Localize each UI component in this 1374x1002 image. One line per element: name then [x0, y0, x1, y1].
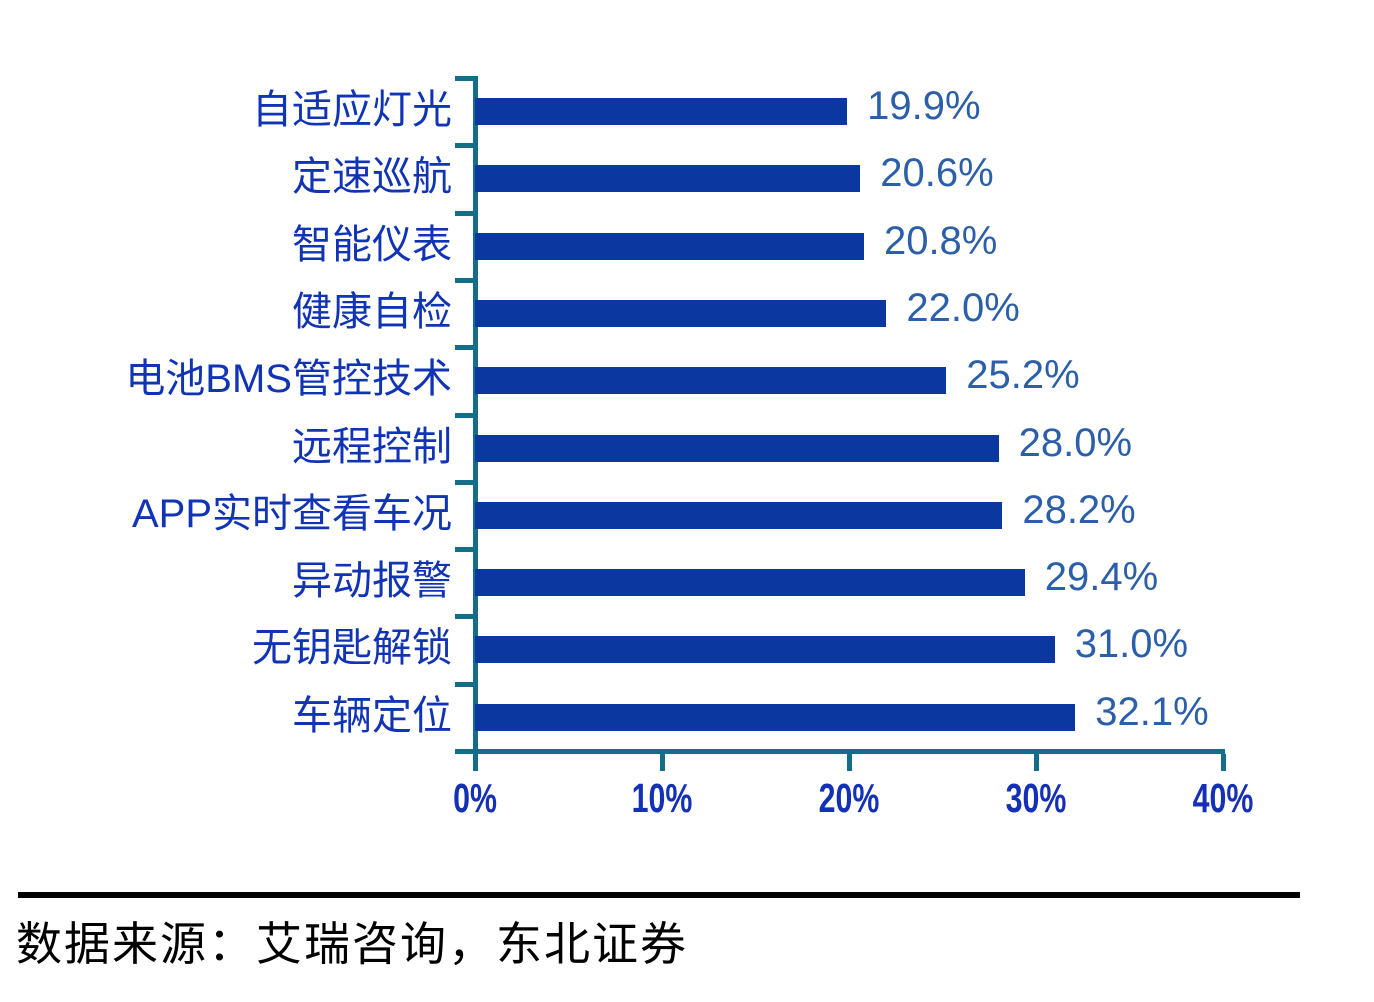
- bar-row: 28.2%: [475, 482, 1223, 548]
- footer-divider: [18, 892, 1300, 898]
- bar-value-label: 20.6%: [880, 151, 994, 196]
- y-axis-tick: [455, 412, 474, 418]
- bar-row: 28.0%: [475, 415, 1223, 481]
- category-label: 电池BMS管控技术: [125, 357, 452, 402]
- x-axis-tick: [1034, 754, 1039, 771]
- category-label: 车辆定位: [292, 693, 452, 738]
- bar-row: 25.2%: [475, 347, 1223, 413]
- x-axis-tick-label: 0%: [453, 775, 497, 821]
- bar[interactable]: [475, 636, 1055, 664]
- category-label: 远程控制: [292, 424, 452, 469]
- y-axis-tick: [455, 76, 474, 81]
- bar[interactable]: [475, 501, 1003, 529]
- bar[interactable]: [475, 367, 947, 395]
- bar-value-label: 19.9%: [867, 84, 981, 128]
- bar-row: 20.6%: [475, 145, 1223, 211]
- bar[interactable]: [475, 569, 1025, 597]
- bar-value-label: 31.0%: [1074, 622, 1189, 667]
- source-note: 数据来源：艾瑞咨询，东北证券: [16, 917, 688, 971]
- y-axis-line: [473, 76, 478, 754]
- category-label: 自适应灯光: [252, 88, 452, 132]
- y-axis-tick: [455, 479, 474, 485]
- bar-row: 22.0%: [475, 280, 1223, 346]
- x-axis-tick: [847, 754, 852, 771]
- category-label: APP实时查看车况: [131, 491, 452, 536]
- bar-row: 20.8%: [475, 213, 1223, 279]
- plot-area: 19.9% 20.6% 20.8% 22.0% 25.2% 28.0% 28.2% 29.4%…: [475, 78, 1223, 752]
- bar-value-label: 20.8%: [883, 218, 998, 263]
- x-axis-tick-label: 10%: [631, 775, 693, 821]
- bar[interactable]: [475, 299, 887, 327]
- bar-row: 31.0%: [475, 616, 1223, 682]
- y-axis-tick: [455, 143, 474, 149]
- x-axis-tick: [473, 754, 478, 771]
- bar-value-label: 32.1%: [1095, 689, 1209, 734]
- bar-value-label: 22.0%: [906, 285, 1020, 330]
- bar[interactable]: [475, 232, 864, 260]
- category-label: 智能仪表: [292, 222, 452, 267]
- y-axis-tick: [455, 277, 474, 283]
- x-axis-tick: [660, 754, 665, 771]
- bar[interactable]: [475, 703, 1076, 731]
- category-label: 异动报警: [292, 559, 452, 604]
- y-axis-tick: [455, 749, 474, 754]
- y-axis-tick: [455, 345, 474, 351]
- category-label: 定速巡航: [292, 155, 452, 200]
- category-label: 健康自检: [292, 289, 452, 334]
- x-axis-tick-label: 30%: [1005, 775, 1067, 821]
- bar-value-label: 29.4%: [1044, 555, 1159, 600]
- y-axis-tick: [455, 547, 474, 553]
- bar[interactable]: [475, 165, 861, 193]
- x-axis-tick-label: 20%: [818, 775, 880, 821]
- bar-value-label: 28.2%: [1022, 487, 1136, 532]
- source-footer: 数据来源：艾瑞咨询，东北证券: [0, 880, 1374, 1002]
- bar-value-label: 25.2%: [966, 353, 1080, 398]
- category-label: 无钥匙解锁: [252, 626, 452, 671]
- bar-row: 19.9%: [475, 78, 1223, 144]
- y-axis-tick: [455, 614, 474, 620]
- bar[interactable]: [475, 98, 848, 125]
- x-axis-tick: [1221, 754, 1226, 771]
- bar-value-label: 28.0%: [1018, 420, 1133, 465]
- x-axis-line: [473, 749, 1225, 754]
- bar-chart-figure: 自适应灯光定速巡航智能仪表健康自检电池BMS管控技术远程控制 APP实时查看车况异…: [125, 76, 1254, 821]
- bar-row: 29.4%: [475, 549, 1223, 615]
- bar-row: 32.1%: [475, 684, 1223, 750]
- y-axis-tick: [455, 210, 474, 216]
- bar[interactable]: [475, 434, 999, 462]
- x-axis-tick-label: 40%: [1192, 775, 1254, 821]
- y-axis-tick: [455, 681, 474, 687]
